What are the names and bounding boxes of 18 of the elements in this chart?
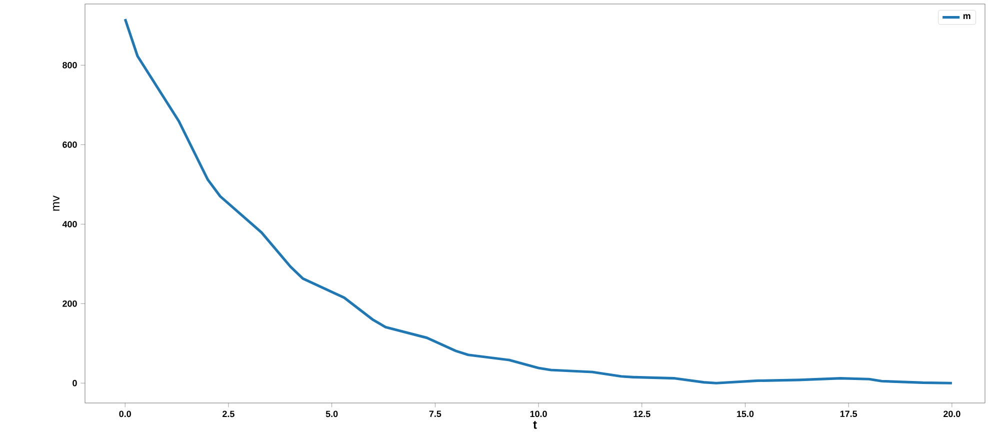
y-tick-label: 800 bbox=[62, 62, 77, 68]
x-tick-label: 2.5 bbox=[222, 410, 234, 418]
x-axis-title: t bbox=[533, 420, 537, 429]
y-tick-label: 600 bbox=[62, 141, 77, 148]
x-tick-label: 15.0 bbox=[737, 410, 754, 418]
y-tick-label: 400 bbox=[62, 220, 77, 228]
x-tick-label: 17.5 bbox=[840, 410, 858, 418]
x-tick-label: 5.0 bbox=[326, 410, 338, 418]
legend-label: m bbox=[963, 14, 970, 19]
y-axis-title: mv bbox=[53, 196, 60, 211]
y-tick-label: 200 bbox=[62, 300, 77, 307]
x-tick-label: 12.5 bbox=[634, 410, 650, 418]
x-tick-label: 7.5 bbox=[429, 410, 442, 418]
y-tick-label: 0 bbox=[72, 380, 77, 386]
x-tick-label: 0.0 bbox=[119, 410, 131, 418]
line-series bbox=[124, 18, 954, 384]
x-tick-label: 20.0 bbox=[944, 410, 960, 418]
x-tick-label: 10.0 bbox=[530, 410, 547, 418]
